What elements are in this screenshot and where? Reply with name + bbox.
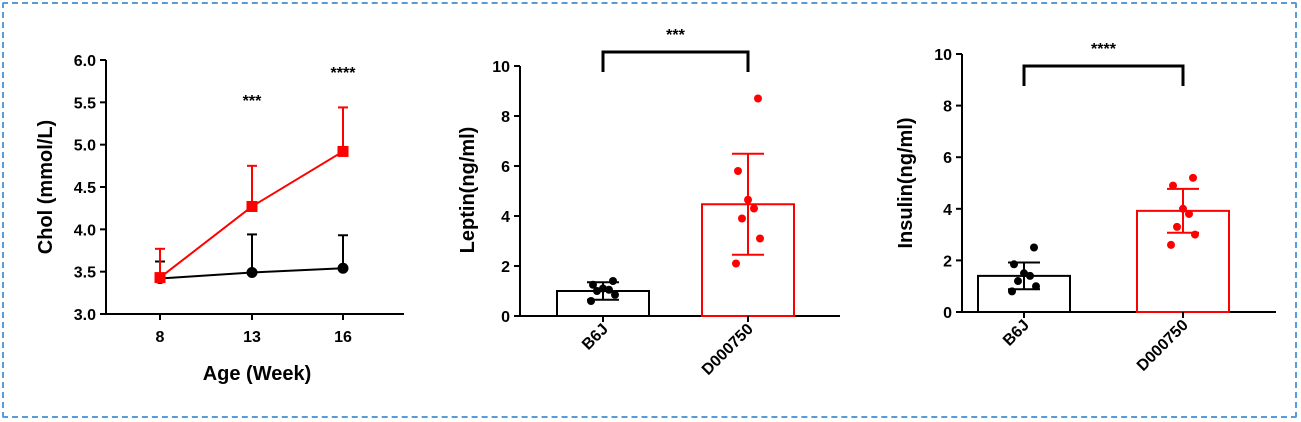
data-point bbox=[593, 287, 601, 295]
significance-marker: *** bbox=[243, 93, 262, 110]
y-axis-label: Leptin(ng/ml) bbox=[457, 127, 479, 254]
data-point bbox=[1179, 204, 1187, 213]
y-tick-label: 2 bbox=[943, 253, 952, 270]
y-tick-label: 8 bbox=[943, 99, 952, 116]
significance-bracket bbox=[1022, 64, 1185, 86]
y-tick-label: 4.0 bbox=[74, 222, 96, 239]
y-tick-label: 3.5 bbox=[74, 265, 96, 282]
x-axis-label: Age (Week) bbox=[203, 363, 312, 385]
data-point bbox=[754, 94, 762, 103]
data-point bbox=[154, 272, 166, 284]
y-tick-label: 6 bbox=[501, 159, 510, 176]
y-tick-label: 6 bbox=[943, 150, 952, 167]
data-point bbox=[1173, 222, 1181, 231]
data-point bbox=[1030, 243, 1038, 252]
y-tick-label: 0 bbox=[943, 305, 952, 322]
x-tick-label: B6J bbox=[1000, 317, 1033, 350]
x-tick-label: 16 bbox=[334, 329, 352, 346]
data-point bbox=[1169, 181, 1177, 190]
x-tick-label: B6J bbox=[579, 321, 612, 354]
significance-marker: *** bbox=[666, 27, 685, 44]
data-point bbox=[734, 167, 742, 175]
data-point bbox=[732, 259, 740, 268]
y-axis-label: Chol (mmol/L) bbox=[35, 120, 57, 254]
data-point bbox=[1191, 230, 1199, 239]
data-point bbox=[744, 195, 752, 204]
data-point bbox=[1167, 240, 1175, 249]
y-tick-label: 2 bbox=[501, 259, 510, 276]
y-tick-label: 4 bbox=[501, 209, 510, 226]
y-tick-label: 3.0 bbox=[74, 307, 96, 324]
x-tick-label: 8 bbox=[156, 329, 165, 346]
data-point bbox=[337, 145, 349, 157]
significance-marker: **** bbox=[1091, 41, 1117, 58]
y-tick-label: 0 bbox=[501, 309, 510, 326]
x-tick-label: 13 bbox=[243, 329, 261, 346]
data-point bbox=[756, 234, 764, 243]
data-point bbox=[738, 214, 746, 223]
y-tick-label: 10 bbox=[492, 59, 510, 76]
significance-bracket bbox=[601, 50, 750, 72]
x-tick-label: D000750 bbox=[699, 321, 757, 379]
data-point bbox=[605, 285, 613, 294]
data-point bbox=[1008, 287, 1016, 296]
data-point bbox=[611, 290, 619, 299]
data-point bbox=[587, 297, 595, 305]
data-point bbox=[750, 204, 758, 213]
data-point bbox=[1189, 173, 1197, 182]
significance-marker: **** bbox=[331, 65, 357, 82]
y-tick-label: 5.0 bbox=[74, 138, 96, 155]
y-axis-label: Insulin(ng/ml) bbox=[895, 117, 917, 248]
y-tick-label: 4 bbox=[943, 202, 952, 219]
data-point bbox=[1014, 277, 1022, 286]
data-point bbox=[1010, 260, 1018, 269]
y-tick-label: 5.5 bbox=[74, 95, 96, 112]
data-point bbox=[609, 277, 617, 285]
data-point bbox=[246, 267, 258, 279]
data-point bbox=[589, 280, 597, 289]
y-tick-label: 4.5 bbox=[74, 180, 96, 197]
data-point bbox=[337, 262, 349, 274]
y-tick-label: 8 bbox=[501, 109, 510, 126]
data-point bbox=[1026, 271, 1034, 280]
data-point bbox=[1185, 209, 1193, 218]
data-point bbox=[1032, 282, 1040, 291]
data-point bbox=[1020, 269, 1028, 278]
y-tick-label: 6.0 bbox=[74, 53, 96, 70]
x-tick-label: D000750 bbox=[1134, 317, 1192, 375]
y-tick-label: 10 bbox=[934, 47, 952, 64]
data-point bbox=[246, 200, 258, 212]
data-point bbox=[599, 284, 607, 293]
